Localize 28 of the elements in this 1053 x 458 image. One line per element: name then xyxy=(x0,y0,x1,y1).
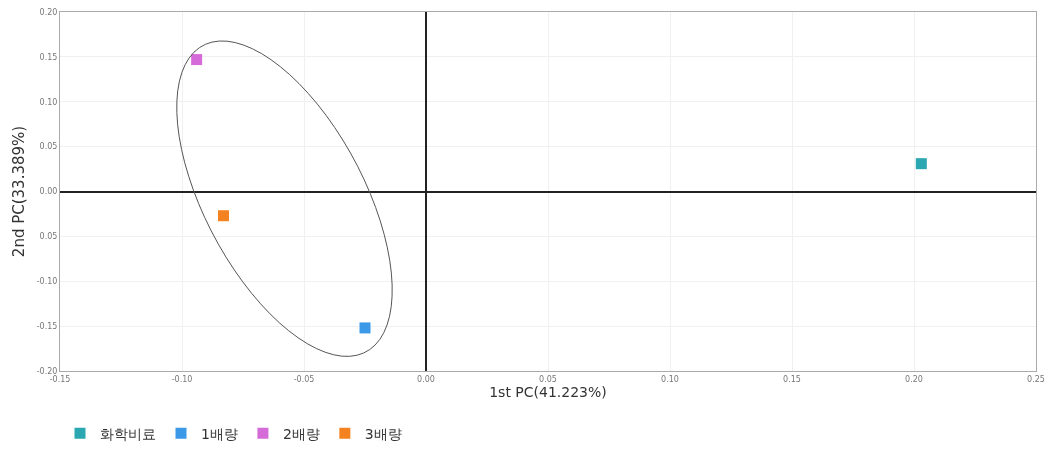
y-tick-label: 0.10 xyxy=(39,97,58,107)
y-tick-label: 0.05 xyxy=(39,142,58,152)
legend-label: 2배량 xyxy=(282,425,320,442)
point xyxy=(359,322,371,334)
point xyxy=(191,54,203,66)
y-tick-label: -0.15 xyxy=(36,321,58,331)
x-tick-label: 0.00 xyxy=(417,374,435,384)
point xyxy=(915,158,927,170)
x-tick-label: -0.15 xyxy=(49,374,71,384)
legend-label: 3배량 xyxy=(364,425,402,442)
y-axis-title: 2nd PC(33.389%) xyxy=(9,125,28,258)
y-tick-label: 0.20 xyxy=(39,7,58,17)
x-tick-label: 0.05 xyxy=(539,374,557,384)
y-tick-label: 0.15 xyxy=(39,52,58,62)
x-tick-label: -0.10 xyxy=(171,374,193,384)
x-tick-label: 0.20 xyxy=(905,374,923,384)
y-tick-label: -0.10 xyxy=(36,277,58,287)
point xyxy=(217,210,229,222)
x-tick-label: 0.15 xyxy=(783,374,801,384)
legend-label: 1배량 xyxy=(201,425,238,442)
y-tick-label: 0.00 xyxy=(39,187,58,197)
x-tick-label: 0.25 xyxy=(1027,374,1045,384)
y-tick-label: 0.05 xyxy=(39,232,58,242)
legend-label: 화학비료 xyxy=(100,425,156,442)
x-tick-label: 0.10 xyxy=(661,374,679,384)
y-tick-label: -0.20 xyxy=(36,366,58,376)
x-axis-title: 1st PC(41.223%) xyxy=(489,383,607,400)
x-tick-label: -0.05 xyxy=(293,374,315,384)
